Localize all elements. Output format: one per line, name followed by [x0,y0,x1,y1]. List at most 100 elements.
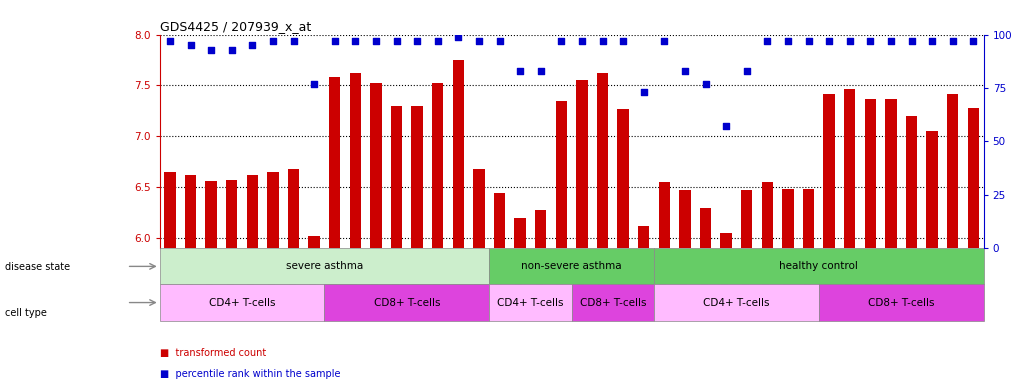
Point [327,38,343,44]
Bar [165,172,176,248]
Point [450,34,467,40]
Point [656,38,673,44]
Bar [886,99,896,248]
Bar [390,106,402,248]
Point [244,42,261,48]
Text: GDS4425 / 207939_x_at: GDS4425 / 207939_x_at [160,20,311,33]
Point [945,38,961,44]
Bar [654,285,819,321]
Bar [160,248,489,285]
Point [677,68,693,74]
Bar [845,88,855,248]
Bar [371,83,382,248]
Bar [494,193,505,248]
Point [265,38,281,44]
Bar [680,190,691,248]
Point [224,46,240,53]
Point [800,38,817,44]
Point [924,38,940,44]
Text: CD4+ T-cells: CD4+ T-cells [703,298,769,308]
Bar [474,169,485,248]
Bar [412,106,423,248]
Bar [927,131,937,248]
Text: CD8+ T-cells: CD8+ T-cells [580,298,646,308]
Bar [597,73,609,248]
Bar [350,73,362,248]
Bar [324,285,489,321]
Bar [185,175,197,248]
Point [903,38,920,44]
Text: CD4+ T-cells: CD4+ T-cells [497,298,563,308]
Bar [247,175,259,248]
Point [491,38,508,44]
Text: ■  percentile rank within the sample: ■ percentile rank within the sample [160,369,340,379]
Bar [906,116,917,248]
Bar [287,169,299,248]
Text: ■  transformed count: ■ transformed count [160,348,266,358]
Bar [160,285,324,321]
Point [718,123,734,129]
Point [409,38,425,44]
Point [368,38,384,44]
Text: severe asthma: severe asthma [286,262,364,271]
Bar [268,172,278,248]
Point [759,38,776,44]
Point [203,46,219,53]
Point [862,38,879,44]
Point [347,38,364,44]
Point [306,81,322,87]
Point [615,38,631,44]
Bar [948,94,958,248]
Bar [227,180,238,248]
Point [182,42,199,48]
Point [821,38,837,44]
Point [965,38,982,44]
Bar [536,210,547,248]
Point [697,81,714,87]
Point [883,38,899,44]
Text: disease state: disease state [5,262,70,272]
Bar [968,108,978,248]
Point [471,38,487,44]
Text: healthy control: healthy control [780,262,858,271]
Point [553,38,570,44]
Bar [654,248,984,285]
Point [780,38,796,44]
Point [512,68,528,74]
Bar [659,182,671,248]
Bar [803,189,815,248]
Bar [515,218,526,248]
Point [842,38,858,44]
Bar [556,101,568,248]
Bar [206,181,217,248]
Point [388,38,405,44]
Bar [824,94,834,248]
Point [594,38,611,44]
Text: non-severe asthma: non-severe asthma [521,262,622,271]
Bar [762,182,772,248]
Bar [618,109,629,248]
Bar [865,99,875,248]
Point [430,38,446,44]
Point [636,89,652,95]
Bar [330,77,341,248]
Bar [489,248,654,285]
Bar [639,226,650,248]
Text: CD4+ T-cells: CD4+ T-cells [209,298,275,308]
Bar [433,83,444,248]
Bar [721,233,732,248]
Bar [577,80,588,248]
Point [285,38,302,44]
Bar [783,189,794,248]
Point [739,68,755,74]
Point [574,38,590,44]
Bar [572,285,654,321]
Text: cell type: cell type [5,308,47,318]
Bar [700,208,712,248]
Bar [489,285,572,321]
Bar [819,285,984,321]
Point [162,38,178,44]
Text: CD8+ T-cells: CD8+ T-cells [868,298,934,308]
Bar [453,60,465,248]
Bar [309,236,319,248]
